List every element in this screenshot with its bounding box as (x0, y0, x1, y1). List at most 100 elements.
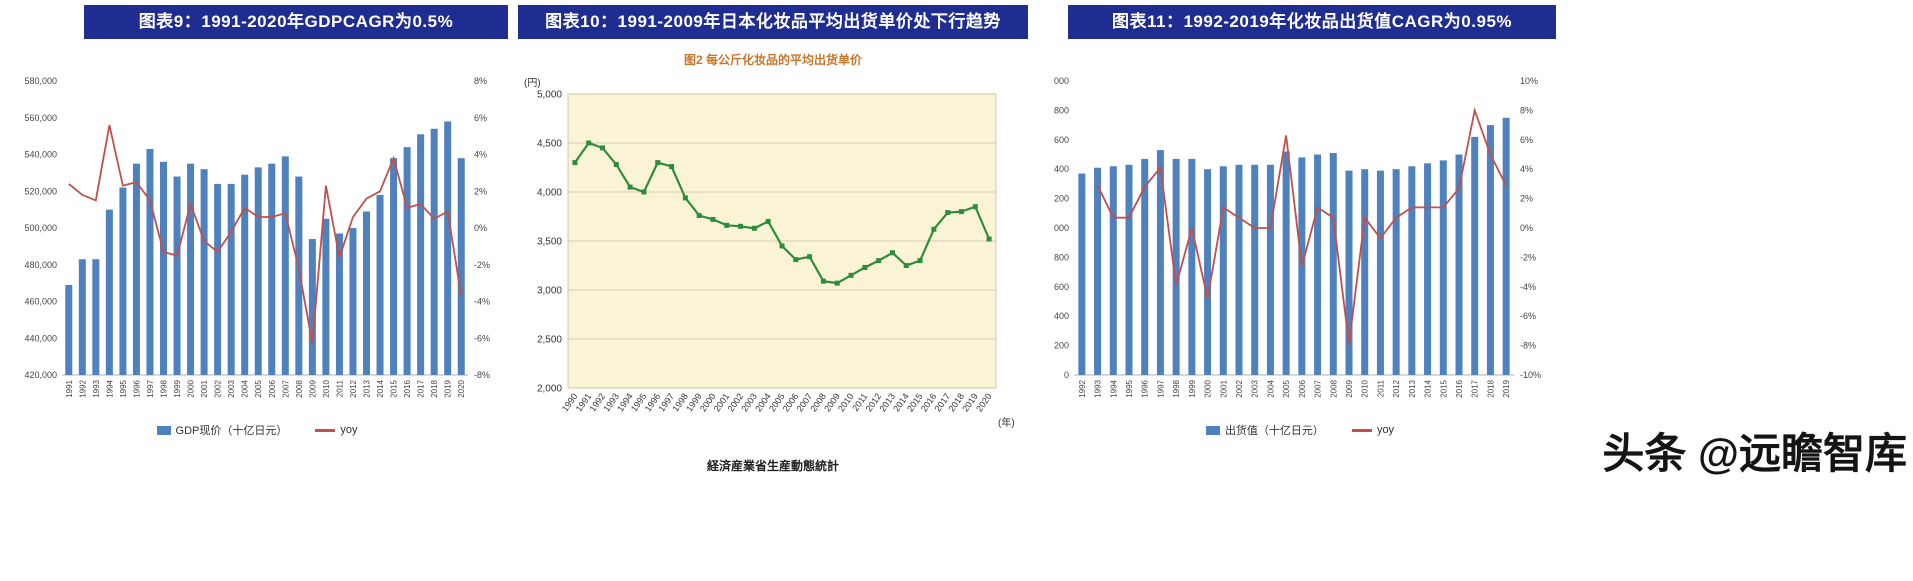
svg-text:-2%: -2% (474, 260, 490, 270)
svg-text:2006: 2006 (268, 379, 277, 397)
svg-text:4,000: 4,000 (537, 188, 562, 199)
svg-text:200: 200 (1054, 194, 1069, 204)
svg-text:580,000: 580,000 (24, 76, 57, 86)
svg-text:2003: 2003 (227, 379, 236, 397)
svg-text:2015: 2015 (390, 379, 399, 397)
svg-text:2001: 2001 (1219, 379, 1228, 397)
svg-text:2007: 2007 (1314, 379, 1323, 397)
svg-text:2009: 2009 (308, 379, 317, 397)
svg-text:1994: 1994 (105, 379, 114, 397)
svg-text:2002: 2002 (214, 379, 223, 397)
svg-text:1998: 1998 (160, 379, 169, 397)
svg-text:2011: 2011 (1376, 379, 1385, 397)
svg-text:-4%: -4% (474, 297, 490, 307)
svg-text:600: 600 (1054, 282, 1069, 292)
svg-text:1992: 1992 (1078, 379, 1087, 397)
svg-text:10%: 10% (1520, 76, 1538, 86)
svg-text:1992: 1992 (78, 379, 87, 397)
svg-text:4%: 4% (474, 150, 487, 160)
panel-unit-price: 图表10：1991-2009年日本化妆品平均出货单价处下行趋势 图2 每公斤化妆… (516, 5, 1030, 474)
svg-text:800: 800 (1054, 252, 1069, 262)
svg-text:2018: 2018 (1486, 379, 1495, 397)
shipment-legend-yoy-item: yoy (1351, 424, 1395, 436)
svg-text:2015: 2015 (1439, 379, 1448, 397)
svg-text:480,000: 480,000 (24, 260, 57, 270)
svg-text:1999: 1999 (1188, 379, 1197, 397)
svg-text:4,500: 4,500 (537, 139, 562, 150)
svg-text:1996: 1996 (132, 379, 141, 397)
svg-text:500,000: 500,000 (24, 223, 57, 233)
svg-text:400: 400 (1054, 311, 1069, 321)
svg-text:2014: 2014 (1424, 379, 1433, 397)
svg-text:1997: 1997 (146, 379, 155, 397)
svg-text:1993: 1993 (92, 379, 101, 397)
svg-text:2016: 2016 (1455, 379, 1464, 397)
svg-text:1995: 1995 (1125, 379, 1134, 397)
unit-price-source: 経済産業省生産動態統計 (706, 459, 839, 473)
svg-text:(年): (年) (998, 416, 1015, 429)
svg-text:-8%: -8% (1520, 341, 1536, 351)
shipment-bar-swatch-icon (1205, 425, 1220, 435)
svg-text:2002: 2002 (1235, 379, 1244, 397)
shipment-yoy-swatch-icon (1351, 428, 1372, 432)
svg-text:540,000: 540,000 (24, 150, 57, 160)
svg-text:2000: 2000 (187, 379, 196, 397)
svg-text:1996: 1996 (1141, 379, 1150, 397)
svg-text:2019: 2019 (444, 379, 453, 397)
gdp-bar-swatch-icon (156, 425, 171, 435)
svg-text:600: 600 (1054, 135, 1069, 145)
svg-text:2008: 2008 (295, 379, 304, 397)
svg-text:2003: 2003 (1251, 379, 1260, 397)
svg-text:2020: 2020 (457, 379, 466, 397)
svg-text:560,000: 560,000 (24, 113, 57, 123)
svg-text:-6%: -6% (1520, 311, 1536, 321)
svg-text:0%: 0% (1520, 223, 1533, 233)
unit-price-line-chart: 5,000 4,500 4,000 3,500 3,000 2,500 2,000 1990 1… (516, 68, 1030, 453)
svg-text:-6%: -6% (474, 333, 490, 343)
svg-text:2010: 2010 (322, 379, 331, 397)
svg-text:2017: 2017 (1471, 379, 1480, 397)
svg-text:8%: 8% (474, 76, 487, 86)
svg-text:2001: 2001 (200, 379, 209, 397)
svg-text:2013: 2013 (363, 379, 372, 397)
svg-text:2020: 2020 (974, 391, 994, 413)
shipment-legend-yoy-label: yoy (1376, 424, 1395, 436)
svg-text:2010: 2010 (1361, 379, 1370, 397)
panel-shipment: 图表11：1992-2019年化妆品出货值CAGR为0.95% 000 800 60… (1040, 5, 1560, 438)
gdp-legend-yoy-item: yoy (315, 424, 357, 436)
svg-text:8%: 8% (1520, 105, 1533, 115)
gdp-legend: GDP现价（十亿日元） yoy (6, 422, 508, 438)
svg-text:420,000: 420,000 (24, 370, 57, 380)
svg-text:200: 200 (1054, 341, 1069, 351)
svg-text:3,000: 3,000 (537, 286, 562, 297)
shipment-legend: 出货值（十亿日元） yoy (1040, 422, 1560, 438)
svg-text:2007: 2007 (281, 379, 290, 397)
svg-text:440,000: 440,000 (24, 333, 57, 343)
svg-text:2017: 2017 (417, 379, 426, 397)
svg-text:1999: 1999 (173, 379, 182, 397)
svg-text:000: 000 (1054, 76, 1069, 86)
panel-shipment-header: 图表11：1992-2019年化妆品出货值CAGR为0.95% (1068, 5, 1556, 39)
watermark: 头条 @远瞻智库 (1602, 430, 1907, 477)
svg-text:2012: 2012 (1392, 379, 1401, 397)
shipment-legend-bar-item: 出货值（十亿日元） (1205, 422, 1324, 438)
svg-text:2005: 2005 (1282, 379, 1291, 397)
gdp-legend-bar-item: GDP现价（十亿日元） (156, 422, 287, 438)
svg-text:2013: 2013 (1408, 379, 1417, 397)
svg-text:1994: 1994 (1109, 379, 1118, 397)
panel-gdp-header: 图表9：1991-2020年GDPCAGR为0.5% (84, 5, 508, 39)
svg-text:0%: 0% (474, 223, 487, 233)
svg-text:2019: 2019 (1502, 379, 1511, 397)
gdp-legend-yoy-label: yoy (340, 424, 358, 436)
svg-text:-4%: -4% (1520, 282, 1536, 292)
svg-text:2016: 2016 (403, 379, 412, 397)
svg-text:000: 000 (1054, 223, 1069, 233)
svg-text:-10%: -10% (1520, 370, 1541, 380)
svg-text:2012: 2012 (349, 379, 358, 397)
svg-text:2009: 2009 (1345, 379, 1354, 397)
svg-text:-2%: -2% (1520, 252, 1536, 262)
svg-text:400: 400 (1054, 164, 1069, 174)
svg-text:2000: 2000 (1204, 379, 1213, 397)
svg-text:2004: 2004 (241, 379, 250, 397)
svg-text:2%: 2% (474, 186, 487, 196)
